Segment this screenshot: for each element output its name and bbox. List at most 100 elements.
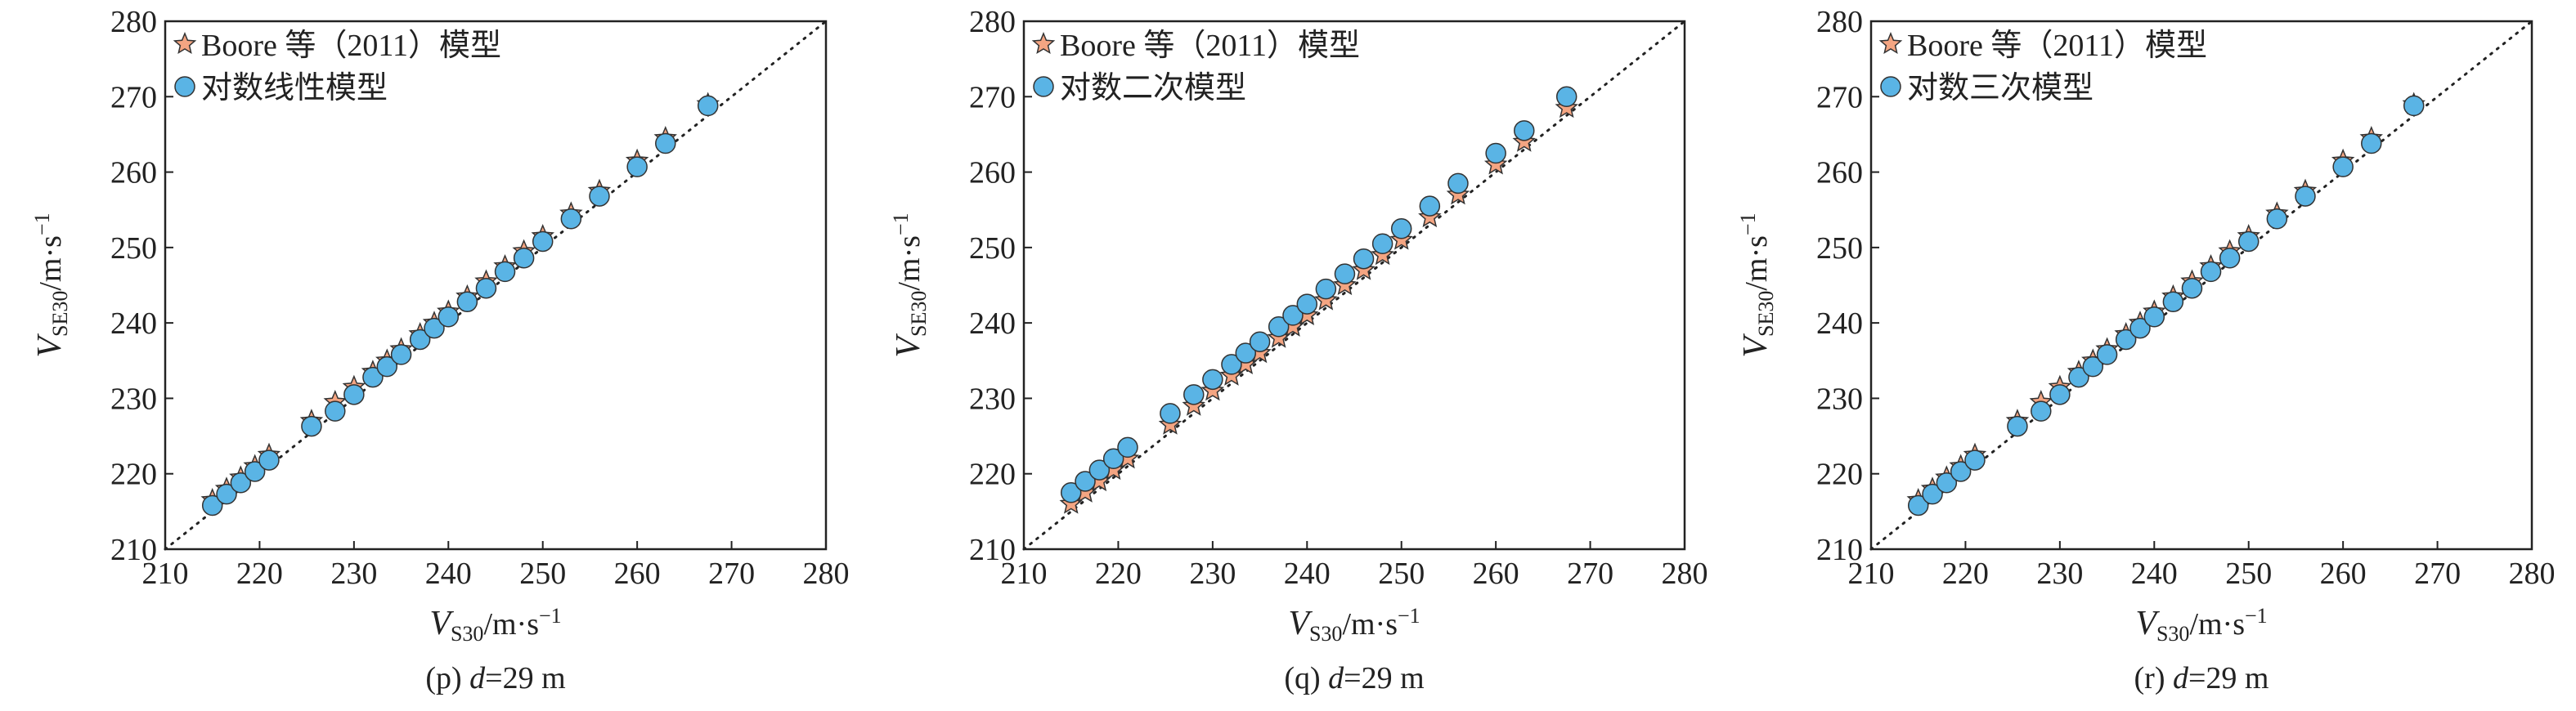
circle-point (1447, 172, 1469, 195)
circle-point (1088, 459, 1111, 481)
label-sup: −1 (539, 604, 562, 628)
label-main: V (890, 333, 927, 358)
circle-point (1282, 305, 1304, 326)
circle-point (2181, 277, 2203, 299)
y-tick-label: 260 (1816, 156, 1863, 190)
circle-point (2096, 344, 2118, 365)
label-main: V (1737, 333, 1775, 358)
circle-point (2031, 400, 2052, 422)
y-tick-label: 280 (969, 5, 1016, 39)
x-tick-label: 280 (2509, 557, 2556, 591)
circle-point (2332, 156, 2354, 177)
circle-point (2007, 415, 2028, 437)
circle-point (1202, 369, 1223, 391)
label-unit: /m·s (34, 235, 68, 291)
x-tick-label: 250 (2225, 557, 2272, 591)
circle-point (325, 400, 346, 422)
circle-point (1160, 403, 1181, 424)
y-tick-label: 210 (969, 533, 1016, 567)
label-sub: S30 (2156, 622, 2189, 646)
panel: 210 220 230 240 250 260 270 280 210 220 230 240 250 2… (30, 5, 850, 695)
x-tick-label: 230 (1189, 557, 1236, 591)
circle-point (216, 483, 237, 505)
axis-label: VS30/m·s−1 (2135, 604, 2267, 646)
y-tick-label: 240 (1816, 306, 1863, 341)
caption-part: d (469, 661, 486, 695)
circle-point (2237, 230, 2260, 253)
circle-point (1514, 120, 1535, 141)
circle-point (1555, 86, 1577, 108)
circle-point (1390, 218, 1412, 239)
y-tick-label: 260 (969, 156, 1016, 190)
circle-point (362, 366, 384, 388)
circle-point (2403, 95, 2425, 117)
label-sup: −1 (30, 212, 54, 235)
x-tick-label: 260 (614, 557, 661, 591)
label-unit: /m·s (1739, 235, 1774, 291)
y-tick-label: 230 (1816, 382, 1863, 416)
circle-point (2295, 186, 2316, 207)
x-tick-label: 240 (2131, 557, 2178, 591)
circle-point (301, 415, 322, 437)
x-tick-label: 260 (1473, 557, 1519, 591)
x-tick-label: 250 (1378, 557, 1425, 591)
label-sub: S30 (451, 622, 483, 646)
x-tick-label: 230 (330, 557, 377, 591)
y-tick-label: 220 (1816, 458, 1863, 492)
x-tick-label: 210 (1848, 557, 1895, 591)
legend-circle (1880, 76, 1901, 97)
x-tick-label: 240 (1284, 557, 1331, 591)
plot-frame (164, 20, 828, 551)
circle-point (1907, 494, 1929, 516)
circle-point (230, 472, 252, 494)
circle-point (1296, 293, 1318, 315)
circle-point (1060, 482, 1082, 503)
circle-point (456, 291, 478, 313)
legend-circle (174, 76, 195, 97)
circle-point (424, 317, 445, 339)
circle-point (1117, 436, 1138, 458)
caption-part: (q) (1284, 661, 1328, 695)
circle-point (626, 156, 648, 177)
y-tick-label: 270 (1816, 80, 1863, 114)
x-tick-label: 260 (2320, 557, 2367, 591)
circle-point (532, 230, 554, 253)
y-tick-label: 250 (110, 231, 157, 266)
legend-label: 对数三次模型 (1907, 71, 2094, 105)
circle-point (1235, 342, 1257, 364)
circle-point (343, 384, 365, 405)
label-sup: −1 (1398, 604, 1420, 628)
circle-point (2115, 329, 2137, 351)
circle-point (1249, 331, 1271, 352)
circle-point (2143, 306, 2165, 328)
x-tick-label: 210 (1001, 557, 1048, 591)
x-tick-label: 280 (803, 557, 850, 591)
legend-label: 对数线性模型 (201, 71, 388, 105)
x-tick-label: 220 (1942, 557, 1989, 591)
circle-point (258, 449, 280, 471)
caption: (p) d=29 m (425, 661, 565, 695)
x-tick-label: 270 (1567, 557, 1613, 591)
x-tick-label: 220 (1095, 557, 1142, 591)
x-tick-label: 250 (519, 557, 566, 591)
circle-point (1221, 354, 1242, 375)
label-sub: SE30 (1754, 291, 1778, 337)
circle-point (1268, 316, 1290, 338)
circle-point (2068, 366, 2089, 388)
circle-point (1075, 471, 1096, 492)
label-main: V (2135, 605, 2160, 642)
circle-point (1419, 195, 1441, 217)
circle-point (438, 306, 460, 328)
y-tick-label: 240 (110, 306, 157, 341)
circle-point (1315, 278, 1337, 300)
legend-circle (1033, 76, 1054, 97)
caption: (q) d=29 m (1284, 661, 1424, 695)
axis-label: VSE30/m·s−1 (1736, 212, 1778, 357)
circle-point (201, 494, 223, 516)
y-tick-label: 280 (1816, 5, 1863, 39)
y-tick-label: 220 (110, 458, 157, 492)
legend-star (1878, 32, 1903, 55)
x-tick-label: 240 (425, 557, 472, 591)
x-tick-label: 270 (708, 557, 755, 591)
circle-point (1936, 472, 1958, 494)
